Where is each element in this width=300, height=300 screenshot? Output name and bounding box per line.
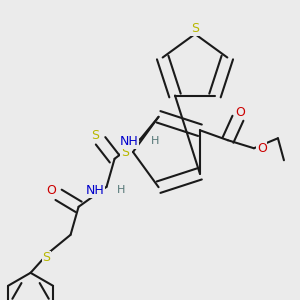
Text: NH: NH (86, 184, 105, 197)
Text: H: H (116, 185, 125, 195)
Text: O: O (257, 142, 267, 155)
Text: S: S (92, 129, 100, 142)
Text: O: O (235, 106, 245, 119)
Text: NH: NH (120, 135, 139, 148)
Text: S: S (191, 22, 199, 35)
Text: O: O (46, 184, 56, 197)
Text: S: S (43, 251, 51, 264)
Text: S: S (121, 146, 129, 158)
Text: H: H (150, 136, 159, 146)
